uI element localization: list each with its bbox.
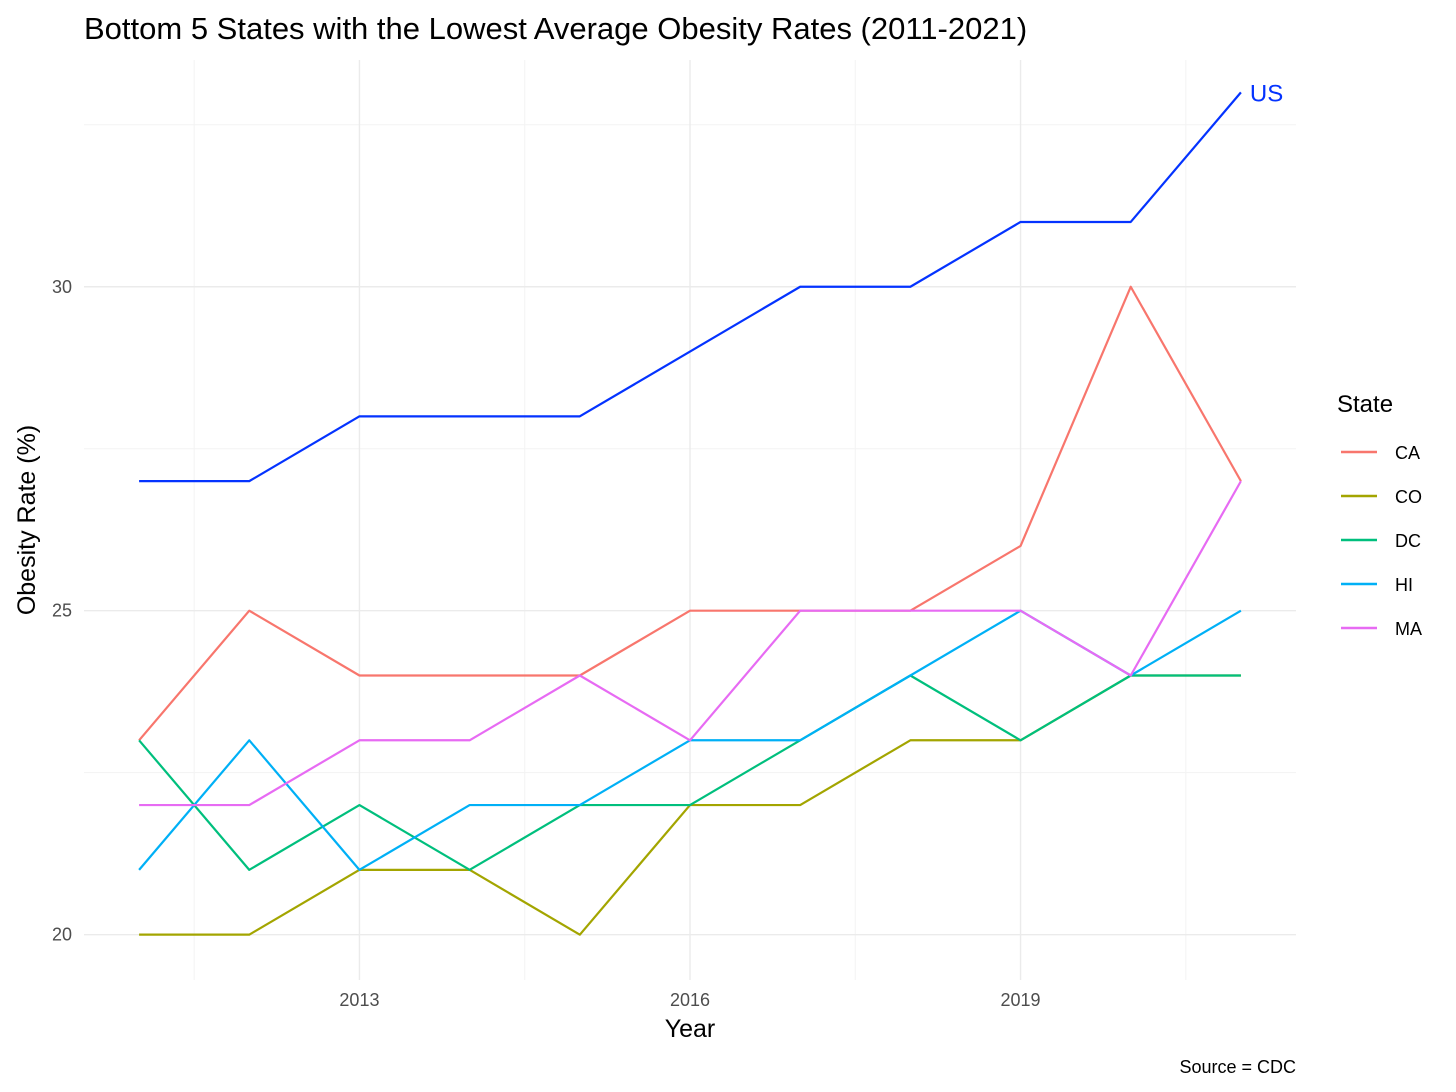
x-tick-label: 2016 bbox=[670, 990, 710, 1010]
legend-label-ca: CA bbox=[1395, 443, 1420, 463]
series-line-ca bbox=[138, 285, 1242, 741]
chart-title: Bottom 5 States with the Lowest Average … bbox=[84, 11, 1027, 46]
legend-label-hi: HI bbox=[1395, 575, 1413, 595]
legend-title: State bbox=[1337, 391, 1393, 418]
legend-items: CA CO DC HI MA bbox=[1341, 443, 1422, 639]
y-tick-label: 30 bbox=[52, 277, 72, 297]
x-axis-ticks: 2013 2016 2019 bbox=[339, 990, 1040, 1010]
series-line-ma bbox=[139, 480, 1242, 807]
y-axis-ticks: 20 25 30 bbox=[52, 277, 72, 945]
legend-label-co: CO bbox=[1395, 487, 1422, 507]
y-tick-label: 20 bbox=[52, 925, 72, 945]
x-axis-title: Year bbox=[665, 1015, 716, 1043]
end-label-us: US bbox=[1250, 80, 1283, 107]
series-line-us bbox=[139, 91, 1242, 483]
x-tick-label: 2019 bbox=[1001, 990, 1041, 1010]
legend: State CA CO DC HI MA bbox=[1337, 391, 1422, 639]
end-labels: US bbox=[1250, 80, 1283, 107]
legend-label-dc: DC bbox=[1395, 531, 1421, 551]
y-axis-title: Obesity Rate (%) bbox=[13, 425, 41, 615]
y-tick-label: 25 bbox=[52, 601, 72, 621]
plot-grid bbox=[84, 60, 1296, 980]
x-tick-label: 2013 bbox=[339, 990, 379, 1010]
legend-label-ma: MA bbox=[1395, 619, 1422, 639]
series-lines bbox=[138, 91, 1242, 936]
chart-caption: Source = CDC bbox=[1179, 1057, 1296, 1077]
